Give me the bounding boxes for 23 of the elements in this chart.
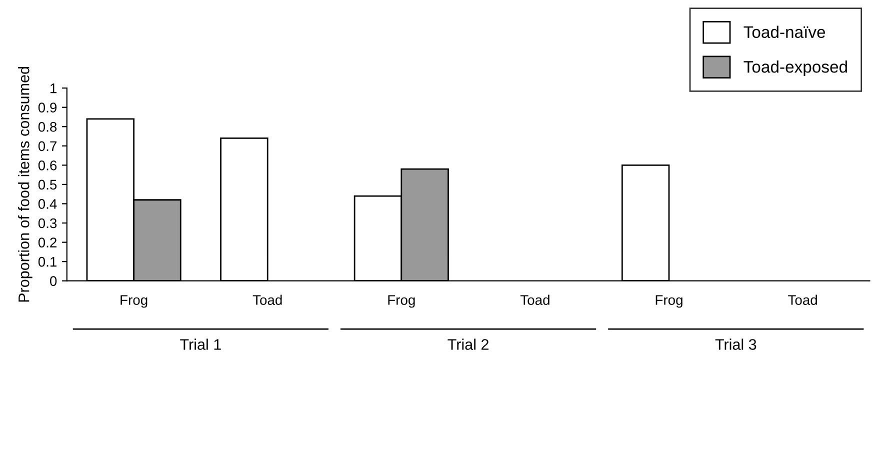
y-tick-label: 0.6 (38, 160, 57, 170)
text: Trial 2 (448, 338, 488, 350)
x-tick-label: Toad (252, 294, 282, 305)
legend-label: Toad-naïve (744, 26, 826, 38)
y-tick-label: 1 (50, 84, 56, 94)
y-tick-label: 0.8 (38, 122, 57, 132)
y-tick-label: 0.9 (38, 102, 57, 113)
y-tick-label: 0.4 (38, 199, 57, 209)
y-tick-label: 0.5 (38, 180, 57, 190)
legend-label: Toad-exposed (744, 60, 847, 76)
x-tick-label: Frog (120, 295, 148, 308)
x-tick-label: Frog (656, 295, 682, 308)
text: Trial 1 (180, 338, 221, 350)
y-tick-label: 0.3 (38, 218, 57, 228)
y-tick-label: 0.2 (38, 238, 56, 248)
x-tick-label: Toad (520, 294, 550, 305)
y-tick-label: 0.1 (38, 256, 56, 267)
y-tick-label: 0 (50, 276, 57, 286)
y-tick-label: 0.7 (38, 141, 56, 152)
x-tick-label: Toad (788, 294, 817, 305)
text: Trial 3 (715, 338, 756, 350)
x-tick-label: Frog (388, 295, 415, 308)
y-axis-title: Proportion of food items consumed (18, 66, 32, 302)
